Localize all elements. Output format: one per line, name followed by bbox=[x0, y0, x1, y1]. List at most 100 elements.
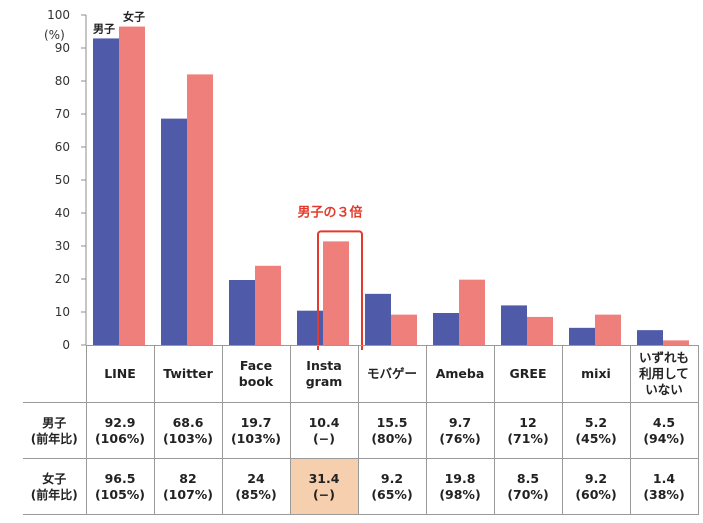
y-tick-label: 10 bbox=[55, 305, 70, 319]
category-label: book bbox=[238, 374, 274, 389]
value-cell: 9.2 (65%) bbox=[357, 458, 427, 515]
row-header: 男子 (前年比) bbox=[23, 402, 87, 459]
category-cell: GREE bbox=[493, 345, 563, 403]
value-label: 5.2 bbox=[584, 414, 608, 430]
value-label: 4.5 bbox=[652, 414, 676, 430]
y-tick-label: 70 bbox=[55, 107, 70, 121]
yoy-label: (45%) bbox=[575, 430, 617, 446]
highlight-box bbox=[317, 230, 363, 350]
value-cell: 68.6 (103%) bbox=[153, 402, 223, 459]
value-label: 31.4 bbox=[308, 470, 340, 486]
yoy-label: (98%) bbox=[439, 486, 481, 502]
yoy-label: (−) bbox=[313, 486, 335, 502]
value-label: 9.2 bbox=[380, 470, 404, 486]
bar-girls bbox=[187, 74, 213, 346]
value-label: 9.7 bbox=[448, 414, 472, 430]
row-header-label: 男子 bbox=[42, 415, 67, 430]
yoy-label: (80%) bbox=[371, 430, 413, 446]
value-label: 10.4 bbox=[308, 414, 340, 430]
bar-girls bbox=[119, 26, 145, 346]
category-label: いずれも bbox=[638, 350, 689, 365]
yoy-label: (103%) bbox=[162, 430, 214, 446]
category-cell: Ameba bbox=[425, 345, 495, 403]
category-label: gram bbox=[305, 374, 343, 389]
yoy-label: (106%) bbox=[94, 430, 146, 446]
value-label: 15.5 bbox=[376, 414, 408, 430]
y-axis-unit: (%) bbox=[44, 28, 65, 42]
category-cell: LINE bbox=[85, 345, 155, 403]
table-row: 女子 (前年比) 96.5 (105%) 82 (107%) 24 (85%) 31.4 (−) 9… bbox=[23, 458, 699, 515]
yoy-label: (71%) bbox=[507, 430, 549, 446]
bar-boys bbox=[569, 327, 595, 345]
value-cell: 19.7 (103%) bbox=[221, 402, 291, 459]
bar-girls bbox=[323, 241, 349, 345]
y-tick-label: 20 bbox=[55, 272, 70, 286]
category-cell: mixi bbox=[561, 345, 631, 403]
bar-boys bbox=[365, 293, 391, 345]
value-cell: 31.4 (−) bbox=[289, 458, 359, 515]
value-cell: 12 (71%) bbox=[493, 402, 563, 459]
y-tick-label: 60 bbox=[55, 140, 70, 154]
callout-text: 男子の３倍 bbox=[297, 204, 362, 220]
value-cell: 1.4 (38%) bbox=[629, 458, 699, 515]
row-header-label: 女子 bbox=[42, 471, 67, 486]
yoy-label: (85%) bbox=[235, 486, 277, 502]
yoy-label: (105%) bbox=[94, 486, 146, 502]
yoy-label: (103%) bbox=[230, 430, 282, 446]
bar-girls bbox=[663, 340, 689, 345]
bar-boys bbox=[433, 312, 459, 345]
value-label: 96.5 bbox=[104, 470, 136, 486]
y-tick-label: 100 bbox=[47, 8, 70, 22]
value-cell: 82 (107%) bbox=[153, 458, 223, 515]
value-cell: 24 (85%) bbox=[221, 458, 291, 515]
category-label: GREE bbox=[509, 366, 547, 381]
y-tick-label: 50 bbox=[55, 173, 70, 187]
value-label: 24 bbox=[247, 470, 265, 486]
value-cell: 10.4 (−) bbox=[289, 402, 359, 459]
yoy-label: (65%) bbox=[371, 486, 413, 502]
category-label: Face bbox=[239, 358, 273, 373]
bar-boys bbox=[297, 310, 323, 345]
category-cell: Insta gram bbox=[289, 345, 359, 403]
value-label: 12 bbox=[519, 414, 537, 430]
data-table: LINE Twitter Face book Insta gram モバゲー Ameba GRE… bbox=[23, 345, 699, 515]
series-label: 男子 bbox=[93, 22, 115, 35]
bar-boys bbox=[637, 330, 663, 345]
bar-girls bbox=[595, 314, 621, 345]
yoy-label: (107%) bbox=[162, 486, 214, 502]
value-cell: 4.5 (94%) bbox=[629, 402, 699, 459]
bar-girls bbox=[459, 279, 485, 345]
y-tick-label: 0 bbox=[62, 338, 70, 350]
value-cell: 9.2 (60%) bbox=[561, 458, 631, 515]
bar-boys bbox=[229, 279, 255, 345]
category-label: Twitter bbox=[163, 366, 213, 381]
category-label: mixi bbox=[581, 366, 611, 381]
value-label: 19.8 bbox=[444, 470, 476, 486]
category-cell: モバゲー bbox=[357, 345, 427, 403]
table-corner bbox=[23, 345, 87, 403]
yoy-label: (−) bbox=[313, 430, 335, 446]
value-label: 68.6 bbox=[172, 414, 204, 430]
yoy-label: (60%) bbox=[575, 486, 617, 502]
bar-boys bbox=[501, 305, 527, 345]
category-label: 利用して bbox=[639, 366, 689, 381]
category-row: LINE Twitter Face book Insta gram モバゲー Ameba GRE… bbox=[23, 345, 699, 403]
value-label: 19.7 bbox=[240, 414, 272, 430]
value-cell: 15.5 (80%) bbox=[357, 402, 427, 459]
yoy-label: (70%) bbox=[507, 486, 549, 502]
y-tick-label: 40 bbox=[55, 206, 70, 220]
value-cell: 8.5 (70%) bbox=[493, 458, 563, 515]
row-header: 女子 (前年比) bbox=[23, 458, 87, 515]
value-label: 92.9 bbox=[104, 414, 136, 430]
value-cell: 96.5 (105%) bbox=[85, 458, 155, 515]
category-label: Insta bbox=[306, 358, 342, 373]
bar-boys bbox=[161, 118, 187, 346]
value-cell: 5.2 (45%) bbox=[561, 402, 631, 459]
category-label: LINE bbox=[104, 366, 136, 381]
category-cell: Face book bbox=[221, 345, 291, 403]
category-cell: Twitter bbox=[153, 345, 223, 403]
y-tick-label: 90 bbox=[55, 41, 70, 55]
category-label: いない bbox=[645, 382, 683, 397]
series-label: 女子 bbox=[123, 10, 145, 24]
bar-girls bbox=[391, 314, 417, 345]
